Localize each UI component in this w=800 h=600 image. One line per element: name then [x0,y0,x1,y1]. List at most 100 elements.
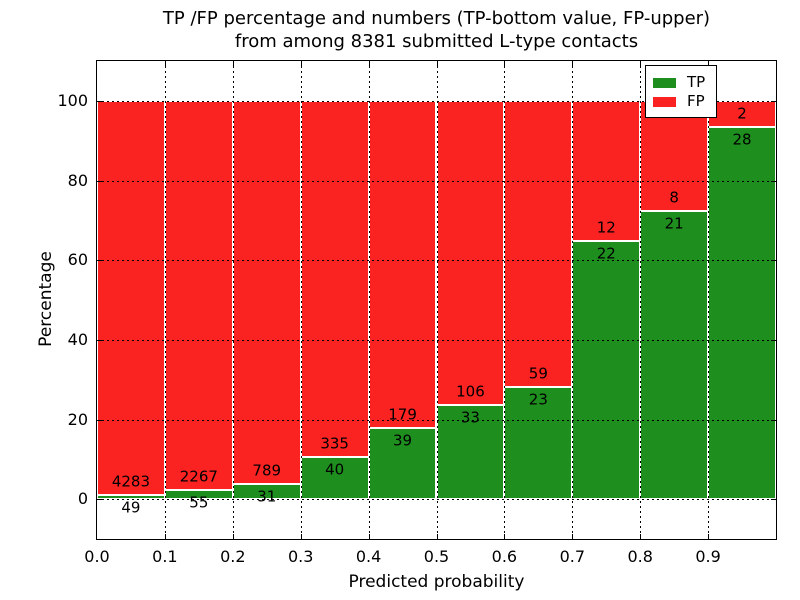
x-gridline [708,61,710,539]
x-tick-label: 0.5 [423,547,450,566]
y-tick-label: 60 [67,250,88,270]
x-tickmark-top [232,61,234,66]
x-tickmark-bottom [300,534,302,539]
y-tickmark-right [771,499,776,501]
y-tickmark-left [97,499,102,501]
tp-count-label: 39 [393,431,413,450]
y-tick-label: 80 [67,170,88,190]
x-tick-label: 0.6 [491,547,518,566]
x-tickmark-top [640,61,642,66]
tp-bar-segment [300,456,369,500]
x-tick-label: 0.9 [695,547,721,566]
fp-count-label: 8 [669,188,679,207]
tp-bar-segment [368,427,437,500]
y-tickmark-right [771,180,776,182]
x-tickmark-bottom [232,534,234,539]
y-tick-label: 0 [77,489,88,509]
tp-count-label: 23 [528,390,548,409]
x-gridline [436,61,438,539]
tp-count-label: 31 [257,487,277,506]
fp-color-swatch [653,96,676,107]
x-tickmark-top [436,61,438,66]
fp-count-label: 106 [456,382,485,401]
tp-color-swatch [653,77,676,88]
y-tickmark-right [771,100,776,102]
chart-title: TP /FP percentage and numbers (TP-bottom… [96,7,777,53]
x-tickmark-bottom [436,534,438,539]
x-tickmark-top [368,61,370,66]
x-tick-label: 0.3 [287,547,314,566]
x-tickmark-top [504,61,506,66]
fp-bar-segment [164,100,233,490]
tp-bar-segment [572,241,641,500]
y-tick-label: 100 [57,90,88,110]
tp-count-label: 22 [596,244,616,263]
y-tickmark-right [771,260,776,262]
chart-title-line1: TP /FP percentage and numbers (TP-bottom… [162,8,711,29]
y-tickmark-left [97,419,102,421]
y-tickmark-left [97,260,102,262]
axis-ticks-layer [97,61,776,539]
x-tickmark-bottom [572,534,574,539]
x-tickmark-bottom [164,534,166,539]
y-tickmark-left [97,180,102,182]
x-tickmark-top [572,61,574,66]
tp-bar-segment [640,210,709,500]
legend-item-tp: TP [653,73,711,92]
fp-bar-segment [300,100,369,457]
fp-count-label: 335 [320,434,349,453]
y-tickmark-left [97,339,102,341]
fp-count-label: 789 [252,461,282,480]
fp-count-label: 2267 [179,467,218,486]
tp-count-label: 28 [732,130,752,149]
x-tick-label: 0.4 [355,547,382,566]
x-tick-label: 0.2 [220,547,246,566]
fp-bar-segment [572,100,641,242]
bar-value-labels-layer: 4283 49 2267 55 789 31 335 40 179 39 106 33 59 23 12 22… [97,61,776,539]
x-tickmark-bottom [640,534,642,539]
x-gridline [232,61,234,539]
tp-bar-segment [708,127,776,500]
fp-count-label: 12 [596,218,616,237]
tp-count-label: 49 [121,498,141,517]
fp-bar-segment [504,100,573,388]
x-tick-label: 0.7 [559,547,586,566]
x-tickmark-top [708,61,710,66]
legend: TP FP [645,65,717,118]
fp-bar-segment [97,100,165,495]
grid-layer [97,61,776,539]
fp-count-label: 179 [388,405,417,424]
fp-bar-segment [368,100,437,428]
chart-title-line2: from among 8381 submitted L-type contact… [234,31,639,52]
tp-count-label: 21 [664,214,684,233]
tp-count-label: 55 [189,493,209,512]
legend-item-fp: FP [653,92,711,111]
fp-bar-segment [436,100,505,405]
x-gridline [368,61,370,539]
y-tick-label: 20 [67,409,88,429]
tp-count-label: 33 [460,408,480,427]
x-gridline [300,61,302,539]
plot-area: 4283 49 2267 55 789 31 335 40 179 39 106 33 59 23 12 22… [96,60,777,540]
x-tickmark-bottom [504,534,506,539]
x-tickmark-top [164,61,166,66]
x-gridline [572,61,574,539]
x-tickmark-top [300,61,302,66]
x-tickmark-bottom [368,534,370,539]
legend-label-fp: FP [687,92,705,110]
y-tickmark-left [97,100,102,102]
x-tick-label: 0.0 [84,547,110,566]
x-tick-label: 0.8 [627,547,653,566]
legend-label-tp: TP [687,73,706,91]
x-gridline [504,61,506,539]
tp-bar-segment [504,387,573,500]
tp-count-label: 40 [325,460,345,479]
y-tickmark-right [771,339,776,341]
fp-bar-segment [232,100,301,485]
x-gridline [640,61,642,539]
x-tick-label: 0.1 [152,547,178,566]
x-gridline [164,61,166,539]
y-tickmark-right [771,419,776,421]
fp-bar-segment [708,100,776,128]
